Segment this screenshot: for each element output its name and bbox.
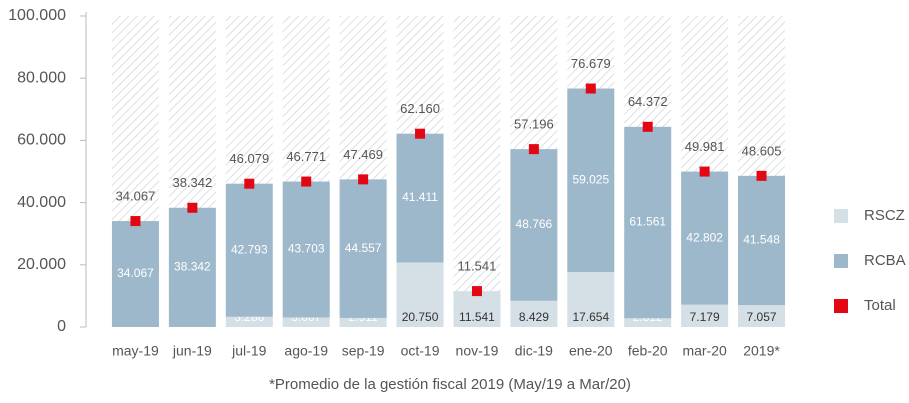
y-tick-label: 20.000: [17, 256, 66, 273]
total-marker: [756, 170, 767, 181]
legend-label: RSCZ: [864, 207, 905, 224]
bar-segment: [225, 183, 273, 317]
y-tick-label: 80.000: [17, 69, 66, 86]
total-label: 64.372: [628, 94, 668, 109]
total-label: 46.771: [286, 149, 326, 164]
bar-label: 48.766: [516, 217, 553, 231]
y-tick-label: 100.000: [8, 7, 66, 24]
total-label: 62.160: [400, 101, 440, 116]
bar-segment: [738, 305, 786, 327]
legend-swatch: [834, 254, 848, 268]
bar-label: 59.025: [572, 172, 609, 186]
bar-segment: [624, 126, 672, 319]
total-label: 48.605: [742, 143, 782, 158]
bar-label: 41.411: [402, 190, 438, 204]
bar-label: 42.802: [686, 230, 723, 244]
total-marker: [301, 176, 312, 187]
x-tick-label: mar-20: [682, 343, 727, 359]
total-label: 11.541: [458, 259, 497, 274]
total-label: 57.196: [514, 117, 554, 132]
bar-segment: [567, 88, 615, 273]
total-marker: [471, 286, 482, 297]
x-tick-label: sep-19: [342, 343, 385, 359]
bar-segment: [681, 304, 729, 327]
x-tick-label: ago-19: [284, 343, 328, 359]
background-bar: [453, 16, 501, 327]
total-label: 38.342: [172, 175, 212, 190]
bar-label: 20.750: [402, 310, 439, 324]
bar-segment: [396, 133, 444, 263]
bar-segment: [510, 300, 558, 327]
total-label: 34.067: [116, 188, 156, 203]
legend-swatch: [834, 299, 848, 313]
total-marker: [244, 178, 255, 189]
bar-segment: [681, 171, 729, 305]
total-label: 46.079: [229, 151, 269, 166]
footnote: *Promedio de la gestión fiscal 2019 (May…: [269, 376, 631, 393]
bar-label: 34.067: [117, 266, 154, 280]
total-marker: [585, 83, 596, 94]
bar-segment: [453, 291, 501, 327]
bar-label: 38.342: [174, 260, 211, 274]
total-label: 49.981: [685, 139, 725, 154]
bar-segment: [168, 207, 216, 327]
total-marker: [528, 144, 539, 155]
bar-segment: [567, 272, 615, 327]
total-marker: [642, 121, 653, 132]
bar-segment: [282, 317, 330, 327]
legend-swatch: [834, 209, 848, 223]
x-tick-label: oct-19: [401, 343, 440, 359]
bar-segment: [225, 316, 273, 327]
bar-label: 8.429: [519, 310, 549, 324]
y-tick-label: 40.000: [17, 194, 66, 211]
x-tick-label: jun-19: [172, 343, 212, 359]
total-marker: [130, 216, 141, 227]
x-tick-label: may-19: [112, 343, 159, 359]
total-marker: [699, 166, 710, 177]
y-tick-label: 0: [57, 318, 66, 335]
bar-label: 44.557: [345, 241, 382, 255]
bar-label: 42.793: [231, 242, 268, 256]
x-tick-label: 2019*: [743, 343, 780, 359]
bar-label: 11.541: [459, 310, 495, 324]
x-tick-label: ene-20: [569, 343, 613, 359]
x-tick-label: nov-19: [456, 343, 499, 359]
total-label: 47.469: [343, 147, 383, 162]
bar-segment: [282, 181, 330, 318]
bar-label: 43.703: [288, 242, 325, 256]
bar-label: 17.654: [572, 310, 609, 324]
bar-segment: [738, 175, 786, 306]
total-marker: [358, 174, 369, 185]
bar-segment: [339, 317, 387, 327]
bar-label: 7.179: [690, 310, 720, 324]
bar-segment: [396, 262, 444, 327]
x-tick-label: feb-20: [628, 343, 668, 359]
x-tick-label: dic-19: [515, 343, 553, 359]
bar-segment: [339, 179, 387, 318]
bar-segment: [510, 149, 558, 301]
total-label: 76.679: [571, 56, 611, 71]
legend-label: RCBA: [864, 252, 906, 269]
x-tick-label: jul-19: [231, 343, 266, 359]
bar-label: 61.561: [629, 215, 666, 229]
legend-label: Total: [864, 297, 896, 314]
y-tick-label: 60.000: [17, 132, 66, 149]
bar-label: 41.548: [743, 233, 780, 247]
total-marker: [415, 128, 426, 139]
bar-segment: [624, 318, 672, 327]
bar-segment: [111, 221, 159, 327]
bar-label: 7.057: [747, 310, 777, 324]
total-marker: [187, 202, 198, 213]
